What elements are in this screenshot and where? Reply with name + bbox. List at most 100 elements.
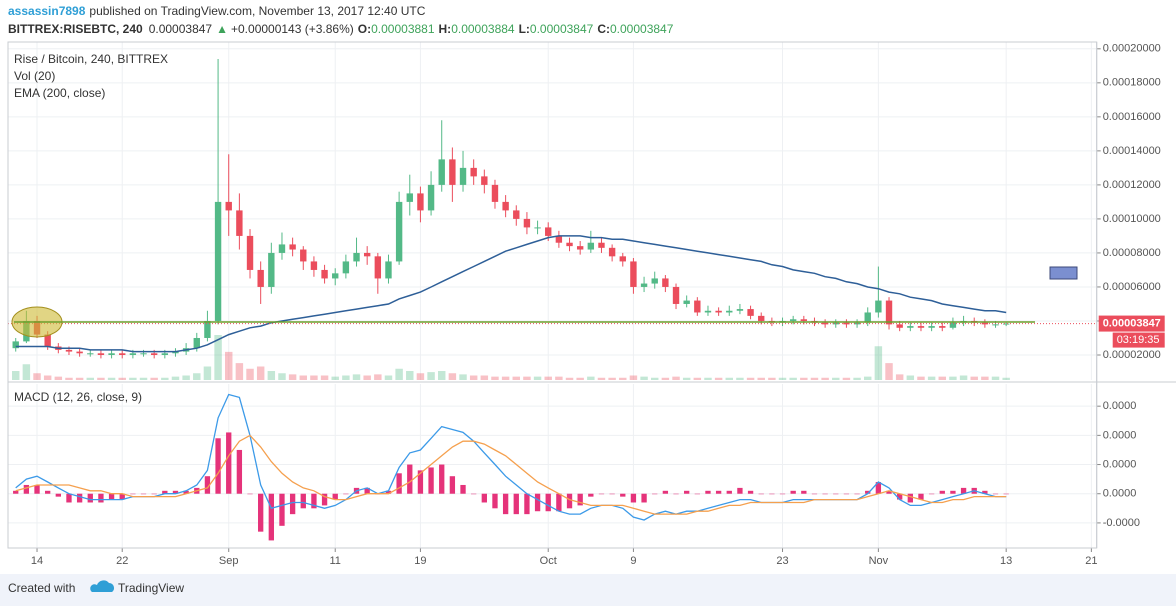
volume-bar: [949, 376, 957, 380]
candle-body: [172, 351, 179, 354]
candle-body: [619, 256, 626, 262]
macd-histogram-bar: [98, 493, 104, 503]
volume-bar: [469, 375, 478, 380]
macd-histogram-bar: [23, 484, 30, 494]
low-label: L:: [519, 22, 530, 36]
volume-bar: [235, 363, 244, 380]
chart-title: Rise / Bitcoin, 240, BITTREX: [14, 52, 168, 66]
x-tick-label: 22: [116, 555, 128, 567]
candle-body: [44, 334, 51, 347]
macd-histogram-bar: [875, 482, 882, 494]
published-note: published on TradingView.com, November 1…: [89, 4, 425, 18]
y-tick-label: 0.00020000: [1103, 43, 1161, 55]
footer-brand[interactable]: TradingView: [118, 581, 184, 595]
x-tick-label: 21: [1085, 555, 1097, 567]
volume-bar: [11, 371, 20, 380]
volume-bar: [22, 364, 31, 380]
volume-bar: [139, 377, 148, 380]
candle-body: [470, 167, 477, 177]
macd-histogram-bar: [332, 493, 338, 500]
volume-bar: [693, 377, 702, 380]
y-tick-label: 0.0000: [1103, 429, 1137, 441]
macd-histogram-bar: [556, 493, 562, 512]
volume-bar: [810, 377, 819, 380]
volume-bar: [118, 377, 126, 380]
candle-body: [566, 242, 573, 247]
volume-bar: [224, 351, 233, 380]
candle-body: [385, 261, 392, 279]
candle-body: [119, 353, 126, 355]
macd-histogram-bar: [790, 490, 796, 494]
author[interactable]: assassin7898: [8, 4, 86, 18]
macd-histogram-bar: [982, 490, 988, 494]
volume-bar: [597, 377, 606, 380]
macd-histogram-bar: [737, 487, 743, 494]
brand-logo[interactable]: [90, 580, 115, 592]
candle-body: [353, 252, 360, 262]
volume-bar: [661, 377, 670, 380]
candle-body: [662, 278, 669, 287]
volume-bar: [161, 377, 169, 380]
candle-body: [406, 193, 413, 202]
macd-histogram-bar: [108, 493, 115, 500]
macd-histogram-bar: [918, 493, 924, 500]
macd-histogram-bar: [492, 493, 498, 509]
volume-bar: [842, 377, 851, 380]
y-tick-label: 0.00014000: [1103, 145, 1161, 157]
volume-bar: [129, 377, 137, 380]
macd-histogram-bar: [886, 490, 892, 494]
macd-histogram-bar: [566, 493, 573, 509]
volume-legend: Vol (20): [14, 69, 55, 83]
macd-histogram-bar: [45, 490, 51, 494]
y-tick-label: 0.0000: [1103, 400, 1137, 412]
macd-histogram-bar: [343, 493, 349, 495]
candle-body: [310, 261, 318, 270]
candle-body: [193, 337, 200, 349]
macd-histogram-bar: [247, 493, 253, 495]
volume-bar: [789, 377, 797, 380]
candle-body: [758, 315, 765, 321]
volume-bar: [619, 377, 627, 380]
macd-histogram-bar: [151, 493, 157, 495]
candle-body: [97, 353, 105, 355]
open-value: 0.00003881: [371, 22, 435, 36]
candle-body: [246, 235, 254, 270]
volume-bar: [437, 371, 446, 380]
volume-bar: [1002, 377, 1010, 380]
volume-bar: [267, 371, 276, 380]
y-tick-label: 0.0000: [1103, 458, 1137, 470]
candle-body: [1002, 323, 1010, 325]
macd-histogram-bar: [545, 493, 551, 512]
volume-bar: [395, 368, 403, 380]
candle-body: [683, 300, 690, 304]
macd-histogram-bar: [321, 493, 328, 506]
volume-bar: [970, 376, 978, 380]
macd-histogram-bar: [364, 487, 370, 494]
volume-bar: [310, 375, 318, 380]
volume-bar: [874, 346, 883, 380]
volume-bar: [374, 374, 382, 380]
volume-bar: [757, 377, 765, 380]
marks-layer: 0.00003847 03:19:35: [8, 59, 1165, 541]
volume-bar: [863, 376, 872, 380]
macd-histogram-bar: [55, 493, 61, 497]
y-tick-label: 0.0000: [1103, 488, 1137, 500]
macd-histogram-bar: [705, 490, 711, 494]
candle-body: [214, 201, 222, 321]
drawing-rectangle[interactable]: [1049, 266, 1078, 280]
candle-body: [236, 210, 243, 236]
candle-body: [896, 324, 903, 328]
macd-histogram-bar: [577, 493, 583, 506]
volume-bar: [555, 376, 563, 380]
volume-bar: [544, 376, 552, 380]
volume-bar: [533, 376, 542, 380]
high-value: 0.00003884: [451, 22, 515, 36]
volume-bar: [682, 377, 691, 380]
candle-body: [885, 300, 893, 325]
volume-bar: [75, 377, 84, 380]
volume-bar: [959, 375, 968, 380]
close-label: C:: [597, 22, 610, 36]
candle-body: [257, 269, 264, 287]
